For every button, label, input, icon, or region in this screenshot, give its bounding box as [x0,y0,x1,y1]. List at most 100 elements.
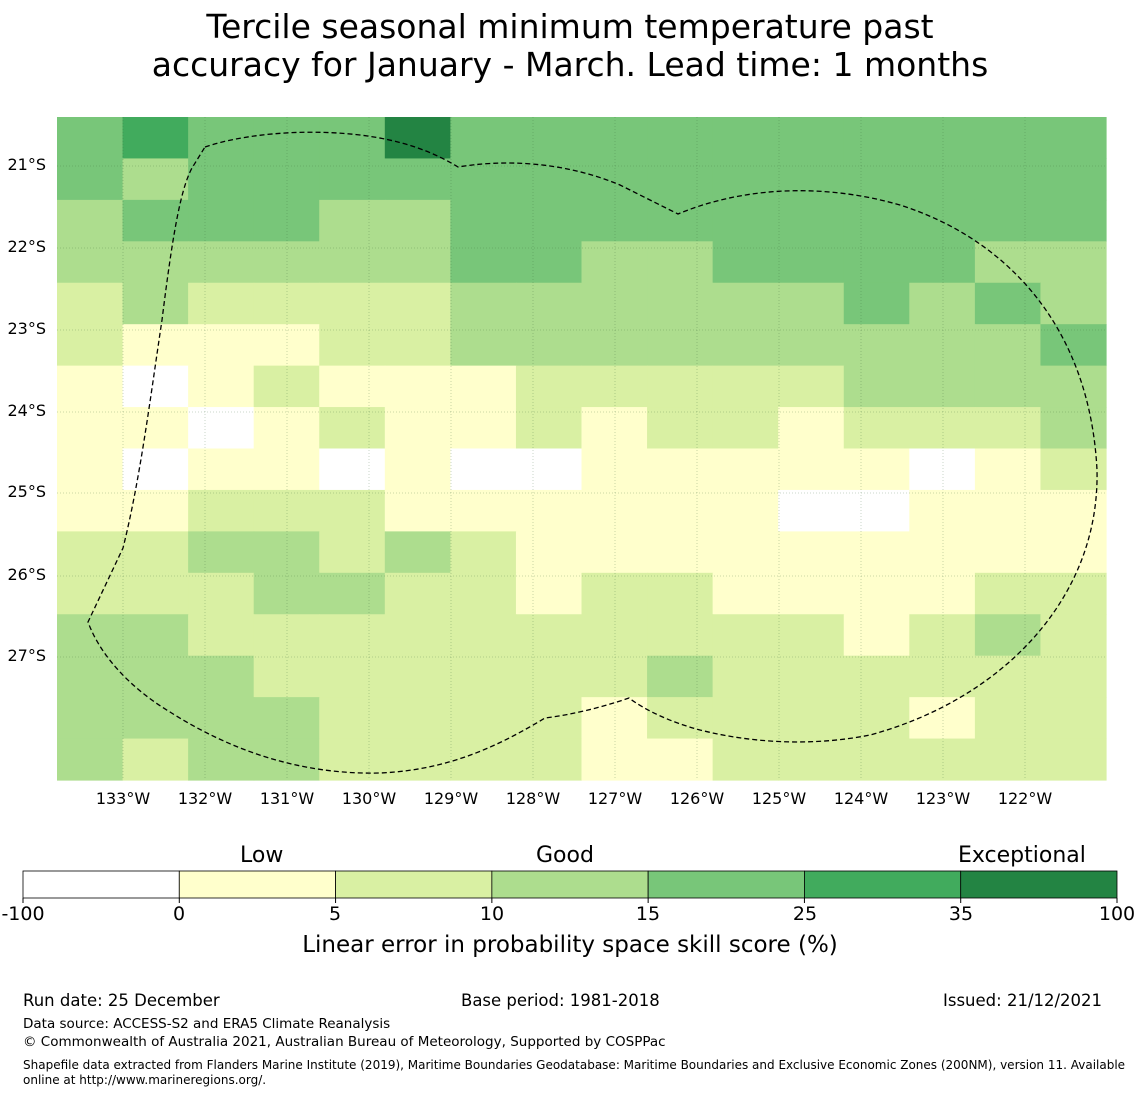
skill-cell [778,738,845,781]
skill-cell [778,365,845,408]
skill-cell [909,614,976,657]
skill-cell [647,407,714,450]
skill-cell [843,282,910,325]
skill-cell [319,407,386,450]
skill-cell [974,365,1042,408]
colorbar-tick: 25 [792,903,818,925]
skill-cell [57,324,124,367]
skill-cell [974,489,1042,532]
skill-cell [319,117,386,160]
skill-cell [909,365,976,408]
skill-cell [843,572,910,615]
skill-cell [1040,655,1107,698]
skill-cell [909,158,976,201]
skill-cell [122,697,189,740]
skill-cell [909,117,976,160]
category-good: Good [536,843,594,868]
skill-cell [778,489,845,532]
skill-cell [450,572,517,615]
skill-cell [712,199,779,242]
skill-cell [712,158,779,201]
skill-cell [1040,241,1107,284]
colorbar-tick: 10 [479,903,505,925]
skill-cell [581,697,648,740]
skill-cell [188,738,255,781]
skill-cell [909,199,976,242]
skill-cell [778,282,845,325]
skill-cell [319,241,386,284]
lat-label-22s: 22°S [7,237,46,256]
lon-label-133w: 133°W [95,789,151,808]
title-line-2: accuracy for January - March. Lead time:… [151,45,989,84]
skill-cell [909,655,976,698]
skill-cell [122,282,189,325]
skill-cell [57,738,124,781]
skill-cell [253,489,320,532]
category-exceptional: Exceptional [958,843,1086,868]
skill-cell [581,489,648,532]
skill-cell [122,655,189,698]
skill-cell [122,241,189,284]
colorbar-segment [178,870,336,899]
lon-label-125w: 125°W [751,789,807,808]
skill-cell [974,158,1042,201]
skill-cell [450,282,517,325]
skill-cell [843,697,910,740]
skill-cell [319,282,386,325]
skill-cell [319,655,386,698]
skill-cell [57,241,124,284]
skill-cell [319,614,386,657]
skill-cell [57,697,124,740]
skill-cell [778,614,845,657]
skill-cell [1040,738,1107,781]
skill-cell [515,407,583,450]
skill-cell [843,158,910,201]
skill-cell [253,365,320,408]
skill-cell [974,697,1042,740]
skill-cell [384,158,451,201]
skill-cell [122,158,189,201]
skill-cell [1040,697,1107,740]
lat-label-24s: 24°S [7,401,46,420]
skill-cell [122,738,189,781]
skill-cell [384,365,451,408]
skill-cell [647,655,714,698]
skill-cell [581,282,648,325]
skill-cell [384,324,451,367]
skill-cell [450,448,517,491]
skill-cell [57,531,124,574]
skill-cell [384,117,451,160]
skill-cell [188,282,255,325]
skill-cell [843,324,910,367]
skill-cell [122,531,189,574]
skill-cell [974,531,1042,574]
colorbar-tick: -100 [1,903,45,925]
lon-label-132w: 132°W [177,789,233,808]
skill-cell [515,489,583,532]
skill-cell [253,738,320,781]
shapefile-credit: Shapefile data extracted from Flanders M… [23,1058,1126,1087]
skill-cell [122,448,189,491]
skill-cell [712,282,779,325]
skill-cell [843,365,910,408]
skill-cell [1040,489,1107,532]
skill-cell [253,407,320,450]
skill-cell [253,531,320,574]
skill-cell [188,655,255,698]
skill-cell [712,489,779,532]
skill-cell [384,282,451,325]
skill-cell [57,282,124,325]
skill-cell [1040,199,1107,242]
skill-cell [712,614,779,657]
skill-cell [909,407,976,450]
skill-cell [974,572,1042,615]
base-period: Base period: 1981-2018 [461,991,660,1010]
skill-cell [450,365,517,408]
skill-cell [319,697,386,740]
copyright: © Commonwealth of Australia 2021, Austra… [23,1034,666,1050]
skill-cell [647,614,714,657]
colorbar-segment [491,870,649,899]
skill-cell [319,572,386,615]
skill-cell [778,199,845,242]
skill-cell [712,407,779,450]
